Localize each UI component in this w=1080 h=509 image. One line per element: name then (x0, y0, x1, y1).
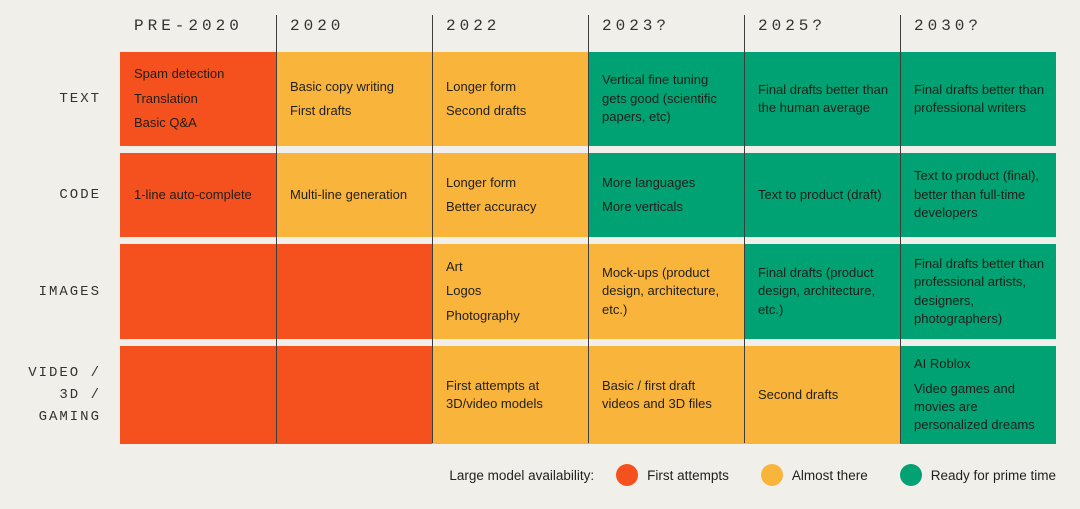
cell-item: Basic Q&A (134, 115, 197, 131)
first-attempts-dot-icon (616, 464, 639, 486)
cell-images-2023: Mock-ups (product design, architecture, … (588, 244, 744, 339)
row-label-images: IMAGES (38, 283, 101, 300)
cell-item: Mock-ups (product design, architecture, … (602, 264, 720, 317)
cell-item: Better accuracy (446, 199, 537, 214)
cell-item: Spam detection (134, 66, 225, 82)
cell-text-2020: Basic copy writing First drafts (276, 52, 432, 146)
row-images: IMAGES Art Logos Photography Mock-ups (p… (0, 244, 1056, 339)
column-divider (432, 15, 433, 443)
column-header-row: PRE-2020 2020 2022 2023? 2025? 2030? (120, 17, 1056, 35)
cell-item: Text to product (draft) (758, 186, 882, 202)
cell-item: Second drafts (758, 386, 839, 402)
column-header-2023: 2023? (602, 17, 671, 35)
almost-there-dot-icon (760, 464, 783, 486)
cell-item: Multi-line generation (290, 186, 408, 202)
row-label-video-3d-gaming: VIDEO / 3D / GAMING (28, 365, 101, 425)
cell-item: Final drafts better than the human avera… (758, 81, 889, 115)
ready-for-prime-time-dot-icon (899, 464, 922, 486)
cell-code-2030: Text to product (final), better than ful… (900, 153, 1056, 237)
cell-item: More languages (602, 174, 696, 190)
cell-item: First attempts at 3D/video models (446, 377, 543, 411)
row-code: CODE 1-line auto-complete Multi-line gen… (0, 153, 1056, 237)
cell-code-2020: Multi-line generation (276, 153, 432, 237)
cell-item: Final drafts better than professional ar… (914, 255, 1045, 326)
row-label-code: CODE (59, 187, 101, 203)
cell-code-2022: Longer form Better accuracy (432, 153, 588, 237)
cell-text-pre2020: Spam detection Translation Basic Q&A (120, 52, 276, 146)
column-divider (588, 15, 589, 443)
cell-text-2025: Final drafts better than the human avera… (744, 52, 900, 146)
cell-item: 1-line auto-complete (134, 186, 252, 202)
cell-item: Longer form (446, 78, 517, 94)
cell-item: AI Roblox (914, 356, 971, 372)
row-label-text: TEXT (59, 91, 101, 107)
cell-code-2025: Text to product (draft) (744, 153, 900, 237)
cell-code-2023: More languages More verticals (588, 153, 744, 237)
legend-item-almost-there: Almost there (760, 464, 868, 486)
cell-images-2020 (276, 244, 432, 339)
cell-video-2030: AI Roblox Video games and movies are per… (900, 346, 1056, 444)
column-divider (276, 15, 277, 443)
cell-images-2025: Final drafts (product design, architectu… (744, 244, 900, 339)
cell-video-2025: Second drafts (744, 346, 900, 444)
matrix-body: TEXT Spam detection Translation Basic Q&… (0, 52, 1056, 444)
cell-item: Text to product (final), better than ful… (914, 168, 1039, 221)
legend-item-first-attempts: First attempts (616, 464, 729, 486)
cell-item: Video games and movies are personalized … (914, 380, 1035, 433)
cell-text-2022: Longer form Second drafts (432, 52, 588, 146)
cell-images-2030: Final drafts better than professional ar… (900, 244, 1056, 339)
cell-item: Basic copy writing (290, 78, 395, 94)
legend-item-label: First attempts (647, 467, 729, 483)
cell-text-2023: Vertical fine tuning gets good (scientif… (588, 52, 744, 146)
cell-code-pre2020: 1-line auto-complete (120, 153, 276, 237)
cell-images-pre2020 (120, 244, 276, 339)
cell-item: Second drafts (446, 103, 527, 118)
cell-images-2022: Art Logos Photography (432, 244, 588, 339)
cell-item: More verticals (602, 199, 683, 214)
legend-item-ready-for-prime-time: Ready for prime time (899, 464, 1056, 486)
cell-item: Longer form (446, 174, 517, 190)
cell-video-2022: First attempts at 3D/video models (432, 346, 588, 444)
cell-video-2020 (276, 346, 432, 444)
cell-item: Final drafts (product design, architectu… (758, 264, 876, 317)
cell-item: Final drafts better than professional wr… (914, 81, 1045, 115)
legend-item-label: Almost there (791, 467, 868, 483)
cell-video-pre2020 (120, 346, 276, 444)
column-divider (744, 15, 745, 443)
cell-text-2030: Final drafts better than professional wr… (900, 52, 1056, 146)
column-header-2022: 2022 (446, 17, 501, 35)
cell-item: First drafts (290, 103, 352, 118)
column-header-2030: 2030? (914, 17, 983, 35)
cell-item: Basic / first draft videos and 3D files (602, 377, 712, 411)
column-header-2020: 2020 (290, 17, 345, 35)
column-header-pre2020: PRE-2020 (134, 17, 243, 35)
cell-item: Vertical fine tuning gets good (scientif… (602, 72, 717, 125)
cell-item: Translation (134, 90, 198, 106)
cell-video-2023: Basic / first draft videos and 3D files (588, 346, 744, 444)
legend: Large model availability: First attempts… (449, 463, 1056, 487)
column-divider (900, 15, 901, 443)
row-video-3d-gaming: VIDEO / 3D / GAMING First attempts at 3D… (0, 346, 1056, 444)
cell-item: Logos (446, 283, 482, 299)
legend-item-label: Ready for prime time (930, 467, 1056, 483)
cell-item: Photography (446, 307, 520, 323)
column-header-2025: 2025? (758, 17, 827, 35)
row-text: TEXT Spam detection Translation Basic Q&… (0, 52, 1056, 146)
legend-title: Large model availability: (449, 467, 595, 483)
cell-item: Art (446, 258, 463, 274)
